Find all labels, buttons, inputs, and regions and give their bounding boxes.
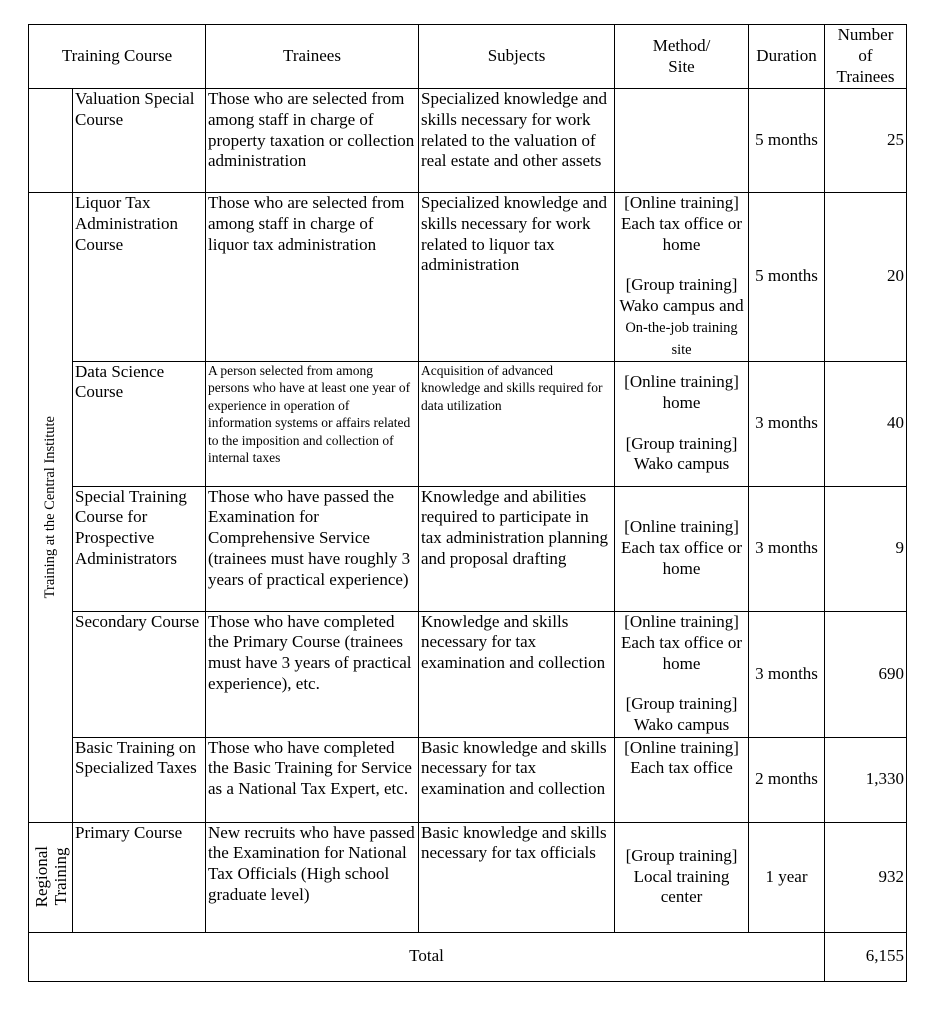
table-row: Data Science Course A person selected fr… <box>29 360 908 487</box>
number-cell: 25 <box>824 88 908 193</box>
duration-cell: 5 months <box>748 192 826 362</box>
table-row: Secondary Course Those who have complete… <box>29 610 908 738</box>
course-name: Valuation Special Course <box>71 88 207 193</box>
table-row: Basic Training on Specialized Taxes Thos… <box>29 736 908 823</box>
course-name: Basic Training on Specialized Taxes <box>71 736 207 823</box>
duration-cell: 3 months <box>748 485 826 612</box>
empty-group-cell <box>28 88 73 193</box>
number-cell: 690 <box>824 610 908 738</box>
method-cell: [Group training] Local training center <box>614 821 750 933</box>
duration-cell: 5 months <box>748 88 826 193</box>
duration-cell: 3 months <box>748 360 826 487</box>
course-name: Primary Course <box>71 821 207 933</box>
table-row: Special Training Course for Prospective … <box>29 485 908 612</box>
method-cell: [Online training] Each tax office or hom… <box>614 192 750 362</box>
trainees-cell: A person selected from among persons who… <box>205 360 420 487</box>
subjects-cell: Basic knowledge and skills necessary for… <box>418 736 616 823</box>
header-number: Number of Trainees <box>824 24 908 89</box>
header-method: Method/Site <box>614 24 750 89</box>
header-trainees: Trainees <box>205 24 420 89</box>
duration-cell: 2 months <box>748 736 826 823</box>
subjects-cell: Basic knowledge and skills necessary for… <box>418 821 616 933</box>
table-row: Training at the Central Institute Liquor… <box>28 192 908 823</box>
number-cell: 9 <box>824 485 908 612</box>
header-duration: Duration <box>748 24 826 89</box>
trainees-cell: Those who have completed the Primary Cou… <box>205 610 420 738</box>
method-cell: [Online training] Each tax office <box>614 736 750 823</box>
total-label: Total <box>27 931 826 982</box>
total-number: 6,155 <box>824 931 908 982</box>
training-courses-table: Training Course Trainees Subjects Method… <box>27 24 908 982</box>
subjects-cell: Specialized knowledge and skills necessa… <box>418 88 616 193</box>
course-name: Liquor Tax Administration Course <box>71 192 207 362</box>
header-subjects: Subjects <box>418 24 616 89</box>
duration-cell: 3 months <box>748 610 826 738</box>
duration-cell: 1 year <box>748 821 826 933</box>
method-cell: [Online training] home [Group training] W… <box>614 360 750 487</box>
number-cell: 932 <box>824 821 908 933</box>
method-cell: [Online training] Each tax office or hom… <box>614 610 750 738</box>
subjects-cell: Knowledge and abilities required to part… <box>418 485 616 612</box>
header-row: Training Course Trainees Subjects Method… <box>27 24 908 89</box>
number-cell: 40 <box>824 360 908 487</box>
method-cell: [Online training] Each tax office or hom… <box>614 485 750 612</box>
table-row: Regional Training Primary Course New recr… <box>28 821 908 933</box>
total-row: Total 6,155 <box>27 931 908 982</box>
trainees-cell: Those who have completed the Basic Train… <box>205 736 420 823</box>
group-regional: Regional Training <box>28 821 73 933</box>
trainees-cell: Those who are selected from among staff … <box>205 88 420 193</box>
trainees-cell: Those who are selected from among staff … <box>205 192 420 362</box>
course-name: Special Training Course for Prospective … <box>71 485 207 612</box>
subjects-cell: Acquisition of advanced knowledge and sk… <box>418 360 616 487</box>
course-name: Secondary Course <box>71 610 207 738</box>
number-cell: 20 <box>824 192 908 362</box>
table-row: Valuation Special Course Those who are s… <box>28 88 908 193</box>
header-course: Training Course <box>27 24 207 89</box>
course-name: Data Science Course <box>71 360 207 487</box>
trainees-cell: Those who have passed the Examination fo… <box>205 485 420 612</box>
group-central: Training at the Central Institute <box>28 192 73 823</box>
number-cell: 1,330 <box>824 736 908 823</box>
method-cell <box>614 88 750 193</box>
trainees-cell: New recruits who have passed the Examina… <box>205 821 420 933</box>
subjects-cell: Specialized knowledge and skills necessa… <box>418 192 616 362</box>
subjects-cell: Knowledge and skills necessary for tax e… <box>418 610 616 738</box>
